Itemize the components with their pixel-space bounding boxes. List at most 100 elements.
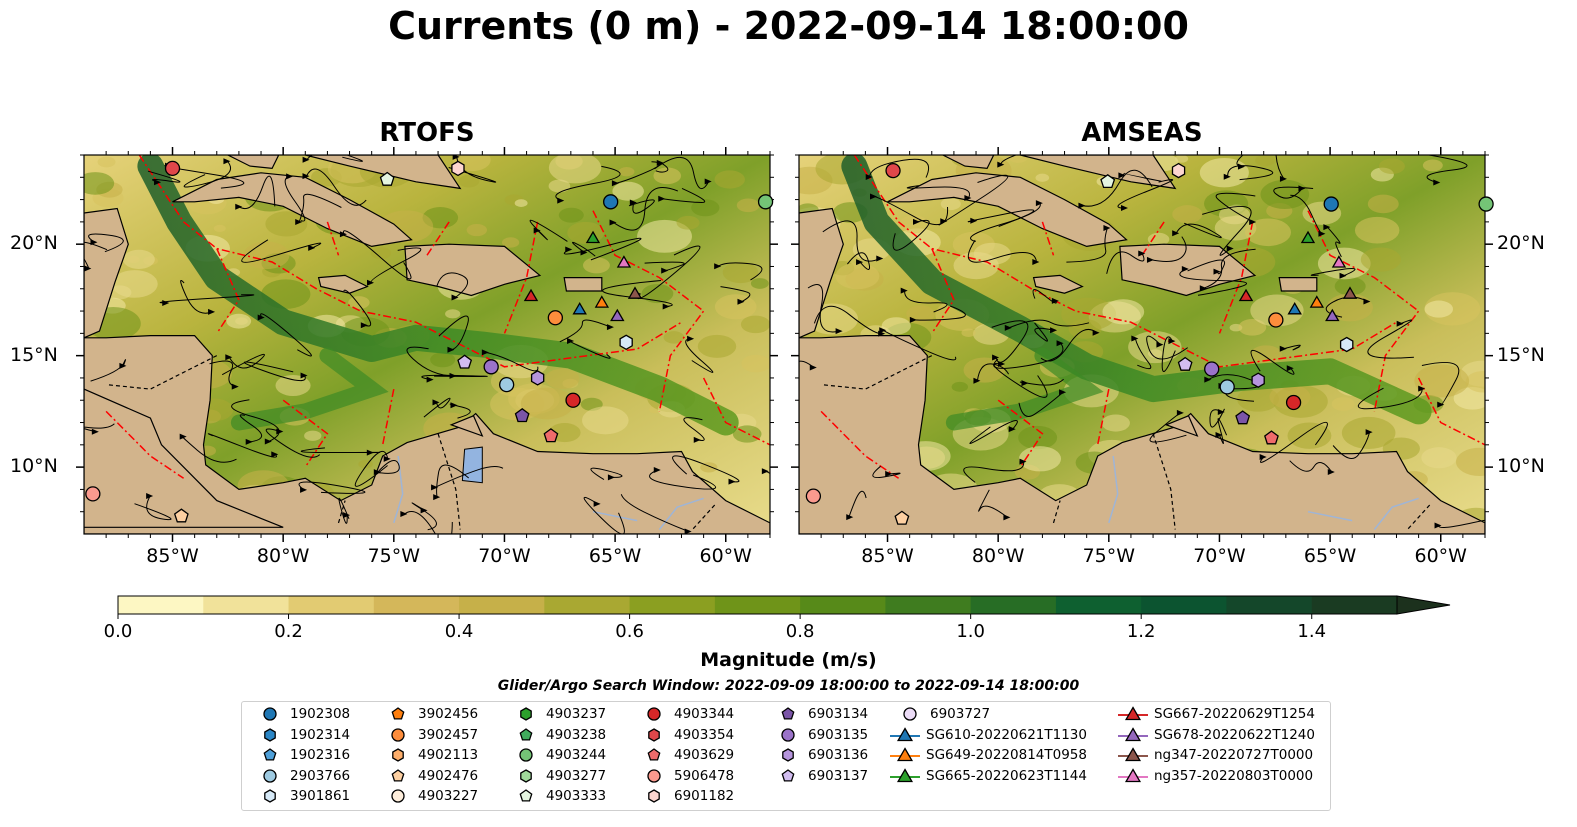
land-hispaniola [1119,243,1257,297]
legend-marker [647,748,661,761]
colorbar-segment [288,596,375,614]
legend-item: 4903237 [506,704,606,724]
legend-label: 3902457 [418,726,479,743]
streamline [1250,349,1295,375]
marker-ng347-20220727T0000 [1342,286,1358,299]
streamline [685,338,714,373]
streamline [1019,378,1064,386]
legend-marker [391,707,405,720]
legend-label: SG667-20220629T1254 [1154,706,1315,722]
streamline [1209,408,1225,428]
marker-6903135 [1204,361,1220,377]
streamline [967,209,1035,227]
eez-line [381,388,395,445]
legend-marker [896,726,914,741]
streamline [221,353,265,376]
streamline [1134,338,1152,370]
marker-3902457 [1268,312,1284,328]
land-puertorico [1278,277,1318,292]
streamline [1421,362,1460,406]
colorbar-label: Magnitude (m/s) [700,649,877,671]
marker-SG667-20220629T1254 [523,288,539,302]
streamline [306,168,367,206]
streamline [847,252,871,270]
streamline [813,305,883,335]
streamline [882,329,957,361]
streamline [1000,155,1018,165]
marker-SG678-20220622T1240 [1325,308,1340,322]
marker-4902476 [173,508,189,523]
streamline [342,230,412,280]
lon-tick-label: 85°W [146,545,199,567]
streamline [134,495,172,521]
lon-tick-label: 60°W [1414,545,1467,567]
eez-line [1417,377,1485,446]
land-yucatan [799,207,844,339]
eez-line [138,155,682,368]
streamline [1106,251,1145,274]
marker-4903629 [543,428,559,443]
marker-6903137 [457,354,473,369]
streamline [1117,179,1173,209]
legend-item: 4902113 [378,745,478,765]
lon-tick-label: 80°W [971,545,1025,567]
streamline [1208,374,1260,390]
eez-line [503,221,539,334]
marker-ng357-20220803T0000 [616,255,632,268]
legend-marker [648,727,660,742]
streamline [1273,186,1314,199]
legend-marker [520,707,532,721]
streamline [1236,155,1244,168]
legend-label: 6903136 [808,747,869,763]
marker-ng347-20220727T0000 [627,286,643,299]
marker-6901182 [451,160,465,177]
legend-marker [519,727,533,741]
eez-line [702,377,770,446]
triangle-line-marker-icon [1118,726,1148,741]
hexagon-marker-icon [392,748,404,762]
legend-label: 4902113 [418,747,479,763]
legend-label: 3902456 [418,706,479,722]
legend-item: 6903137 [768,766,868,786]
triangle-line-marker-icon [1118,767,1148,782]
hexagon-marker-icon [264,727,276,742]
legend-label: 4902476 [418,767,479,784]
streamline [720,286,751,303]
streamline [298,481,366,494]
triangle-line-marker-icon [890,726,920,741]
lake-maracaibo [461,446,483,484]
marker-6901182 [1171,162,1186,179]
streamline [1425,155,1468,183]
marker-1902308 [1323,196,1339,212]
panel-title-amseas: AMSEAS [1081,118,1203,148]
legend-item: SG665-20220623T1144 [890,766,1087,786]
legend-item: 4903238 [506,725,606,745]
streamline [1289,460,1333,473]
legend-item: 3901861 [250,786,350,806]
legend-label: 4903238 [546,726,607,743]
streamline [1332,431,1371,460]
marker-ng357-20220803T0000 [1331,255,1347,268]
legend-marker [647,707,661,721]
figure-title: Currents (0 m) - 2022-09-14 18:00:00 [388,4,1189,48]
circle-marker-icon [903,707,917,721]
legend-item: ng357-20220803T0000 [1118,766,1313,786]
colorbar-segment [459,596,545,614]
streamline [1122,172,1162,182]
streamline [338,497,350,524]
legend-item: SG678-20220622T1240 [1118,725,1315,745]
legend-label: 4903354 [674,726,735,743]
legend-label: 4903237 [546,706,607,722]
eez-line [997,399,1044,468]
streamline [1175,222,1222,239]
streamline [799,360,815,368]
streamline [1082,169,1153,207]
lon-tick-label: 60°W [699,545,752,567]
lat-tick-label-left: 10°N [10,455,58,478]
streamline [436,464,470,498]
eez-line [326,221,340,256]
streamline [655,162,669,173]
marker-SG665-20220623T1144 [1300,230,1316,244]
marker-6903135 [483,359,499,375]
colorbar-segment [203,596,290,614]
